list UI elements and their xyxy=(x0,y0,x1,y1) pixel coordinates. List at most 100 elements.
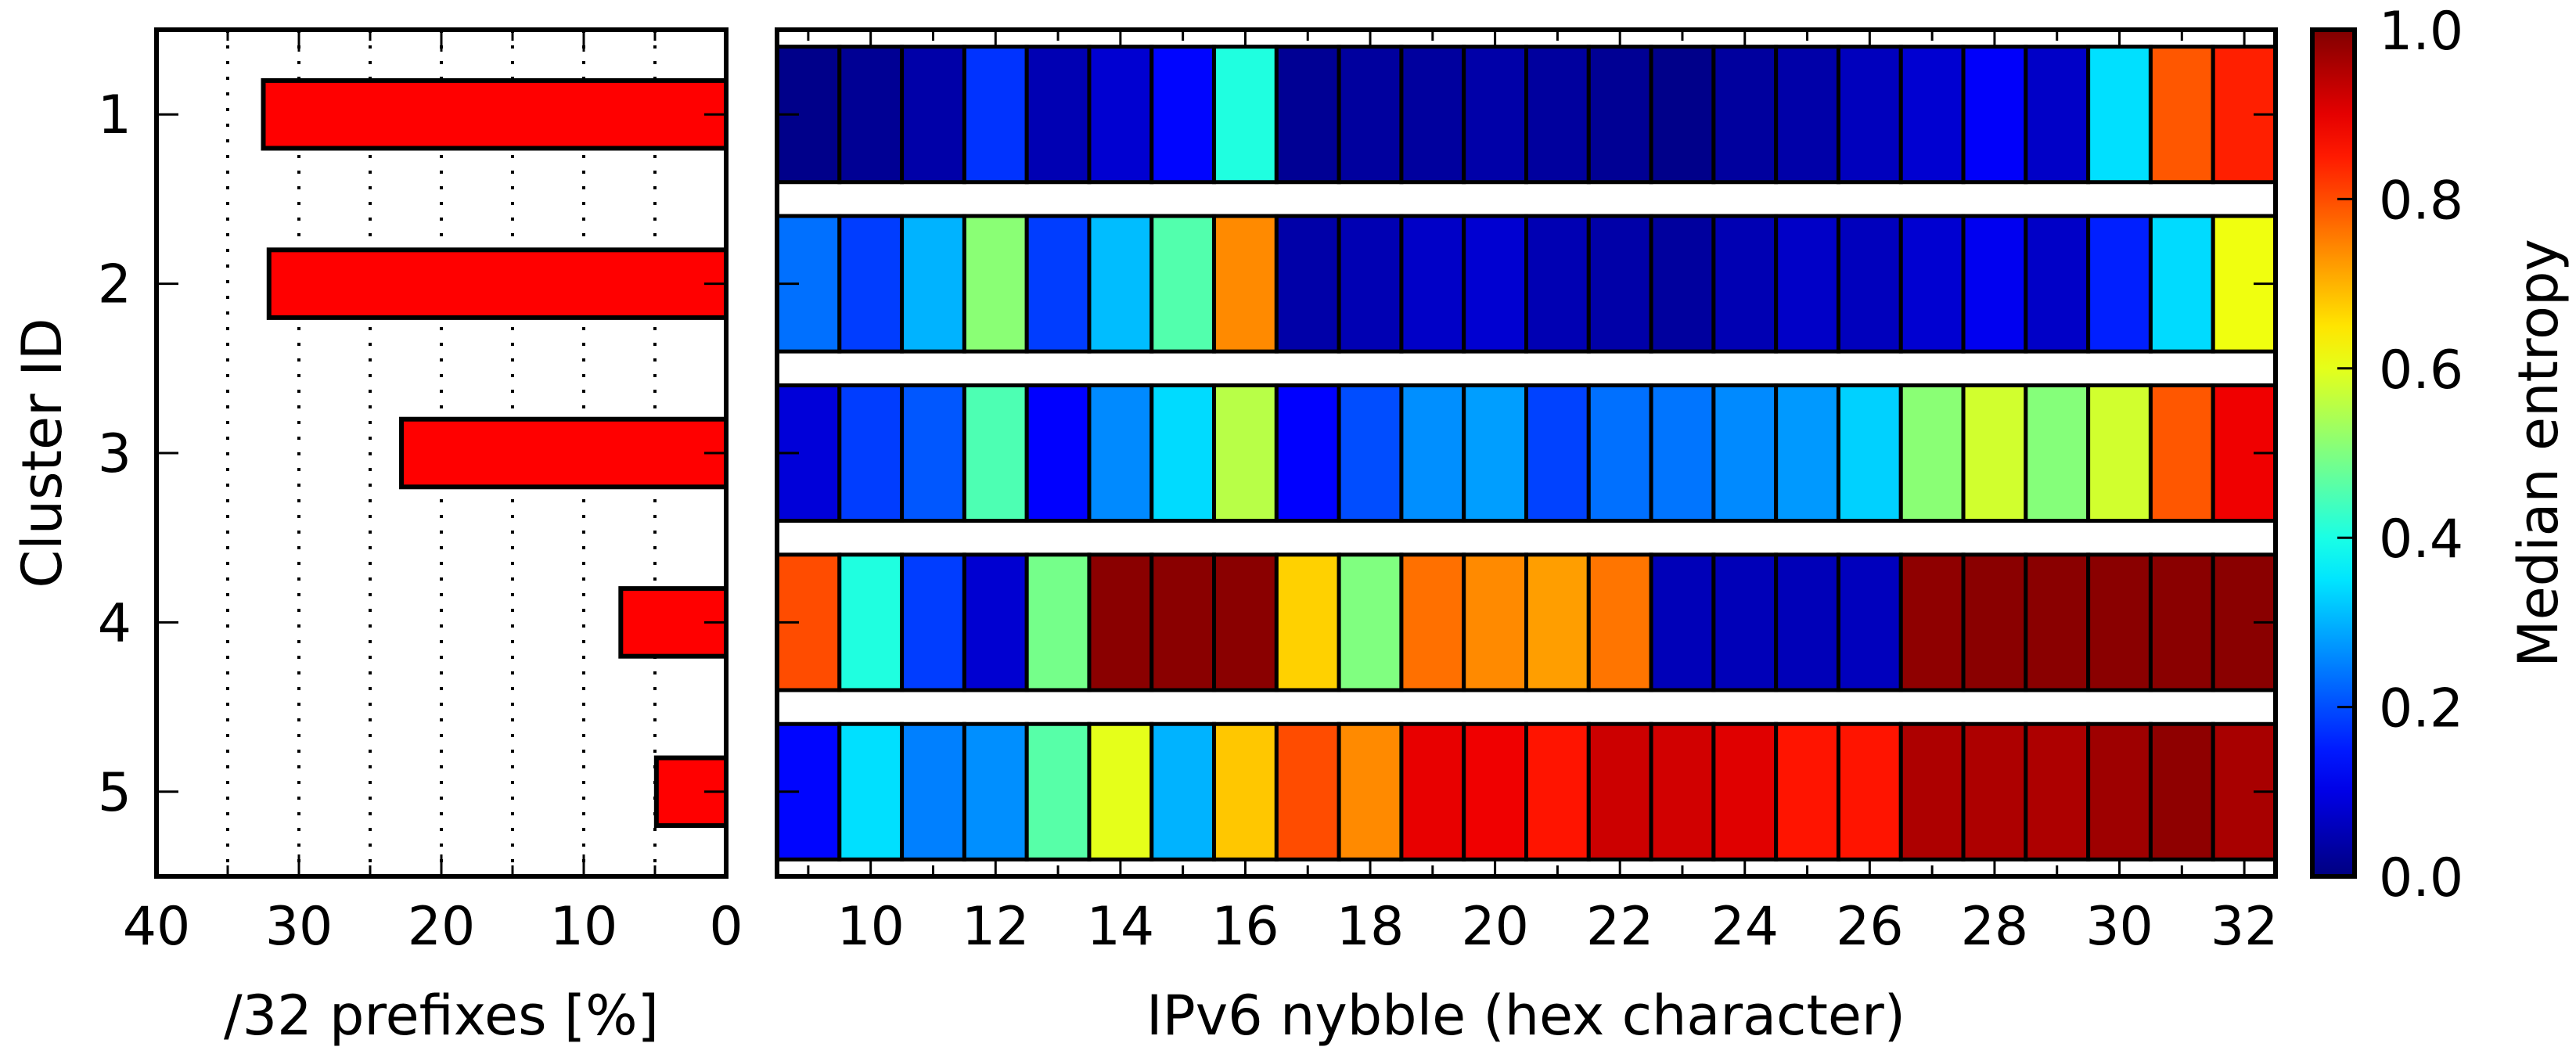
heatmap-cell xyxy=(1898,214,1966,354)
colorbar-gradient xyxy=(2310,27,2357,879)
bar-cluster-2 xyxy=(266,247,729,320)
heatmap-cell xyxy=(1649,45,1716,185)
x-tick-label: 40 xyxy=(123,896,191,958)
heatmap-cell xyxy=(962,214,1029,354)
colorbar-tick-label: 0.2 xyxy=(2379,678,2463,740)
heatmap-cell xyxy=(1337,552,1404,692)
heatmap-cell xyxy=(1898,721,1966,862)
heatmap-cell xyxy=(1087,552,1154,692)
heatmap-cell xyxy=(2024,721,2091,862)
heatmap-cell xyxy=(1524,383,1591,523)
heatmap-cell xyxy=(837,214,905,354)
heatmap-cell xyxy=(1149,721,1217,862)
heatmap-cell xyxy=(1711,214,1779,354)
heatmap-cell xyxy=(1024,721,1092,862)
heatmap-cell xyxy=(1087,383,1154,523)
heatmap-cell xyxy=(1212,383,1279,523)
heatmap-cell xyxy=(900,45,966,185)
heatmap-cell xyxy=(962,552,1029,692)
x-tick-label: 32 xyxy=(2211,896,2279,958)
heatmap-cell xyxy=(837,383,905,523)
heatmap-cell xyxy=(1399,383,1466,523)
heatmap-cell xyxy=(1524,721,1591,862)
heatmap-cell xyxy=(1649,552,1716,692)
heatmap-cell xyxy=(1024,383,1092,523)
heatmap-cell xyxy=(1836,45,1903,185)
heatmap-x-axis-label: IPv6 nybble (hex character) xyxy=(1146,984,1905,1048)
x-tick-label: 10 xyxy=(550,896,618,958)
heatmap-cell xyxy=(1024,45,1092,185)
heatmap-cell xyxy=(1024,214,1092,354)
heatmap-cell xyxy=(1961,45,2028,185)
heatmap-cell xyxy=(2148,721,2215,862)
heatmap-cell xyxy=(2086,45,2153,185)
heatmap-cell xyxy=(1399,45,1466,185)
heatmap-cell xyxy=(1711,552,1779,692)
heatmap-cell xyxy=(1274,383,1341,523)
heatmap-cell xyxy=(1212,721,1279,862)
y-tick-label: 3 xyxy=(98,423,131,485)
heatmap-cell xyxy=(1649,383,1716,523)
heatmap-cell xyxy=(2086,552,2153,692)
heatmap-cell xyxy=(1961,383,2028,523)
heatmap-cell xyxy=(1399,721,1466,862)
heatmap-cell xyxy=(1149,214,1217,354)
x-tick-label: 0 xyxy=(709,896,743,958)
heatmap-cell xyxy=(1337,214,1404,354)
heatmap-cell xyxy=(1399,552,1466,692)
y-tick-label: 2 xyxy=(98,254,131,316)
heatmap-cell xyxy=(900,383,966,523)
heatmap-cell xyxy=(2086,383,2153,523)
heatmap-cell xyxy=(1462,552,1529,692)
colorbar-tick-label: 1.0 xyxy=(2379,1,2463,63)
x-tick-label: 30 xyxy=(2085,896,2153,958)
heatmap-cell xyxy=(1212,45,1279,185)
heatmap-cell xyxy=(1274,552,1341,692)
heatmap-cell xyxy=(1711,721,1779,862)
x-tick-label: 26 xyxy=(1836,896,1904,958)
heatmap-cell xyxy=(837,552,905,692)
x-tick-label: 30 xyxy=(265,896,333,958)
y-tick-label: 5 xyxy=(98,762,131,824)
heatmap-cell xyxy=(1462,45,1529,185)
colorbar-label: Median entropy xyxy=(2506,239,2571,667)
heatmap-cell xyxy=(1212,214,1279,354)
heatmap-cell xyxy=(1774,383,1840,523)
bar-y-axis-label: Cluster ID xyxy=(10,318,74,588)
heatmap-cell xyxy=(2024,552,2091,692)
heatmap-cell xyxy=(1961,214,2028,354)
heatmap-cell xyxy=(1774,214,1840,354)
heatmap-cell xyxy=(1898,45,1966,185)
heatmap-cell xyxy=(1649,721,1716,862)
x-tick-label: 12 xyxy=(962,896,1030,958)
heatmap-axes-frame xyxy=(775,27,2278,879)
y-tick-label: 4 xyxy=(98,592,131,654)
heatmap-cell xyxy=(900,721,966,862)
heatmap-cell xyxy=(1337,383,1404,523)
heatmap-cell xyxy=(962,383,1029,523)
heatmap-cell xyxy=(962,45,1029,185)
bar-cluster-3 xyxy=(399,416,729,490)
heatmap-cell xyxy=(2148,214,2215,354)
heatmap-cell xyxy=(1274,721,1341,862)
entropy-heatmap: 10 12 14 16 18 20 22 24 26 28 30 32 xyxy=(775,27,2279,958)
heatmap-cell xyxy=(900,552,966,692)
heatmap-cell xyxy=(1149,552,1217,692)
x-tick-label: 22 xyxy=(1586,896,1654,958)
heatmap-cell xyxy=(1774,45,1840,185)
x-tick-label: 20 xyxy=(408,896,476,958)
heatmap-cell xyxy=(2024,383,2091,523)
heatmap-cell xyxy=(1586,552,1653,692)
heatmap-cell xyxy=(1524,45,1591,185)
bar-axes-frame xyxy=(154,27,729,879)
y-tick-label: 1 xyxy=(98,85,131,146)
heatmap-cell xyxy=(1462,383,1529,523)
heatmap-cell xyxy=(1462,214,1529,354)
heatmap-cell xyxy=(1149,45,1217,185)
heatmap-cell xyxy=(1586,45,1653,185)
heatmap-cell xyxy=(1399,214,1466,354)
cluster-share-bar-chart: 1 2 3 4 5 40 30 20 10 0 xyxy=(98,27,743,958)
heatmap-cell xyxy=(1274,214,1341,354)
heatmap-cell xyxy=(1649,214,1716,354)
